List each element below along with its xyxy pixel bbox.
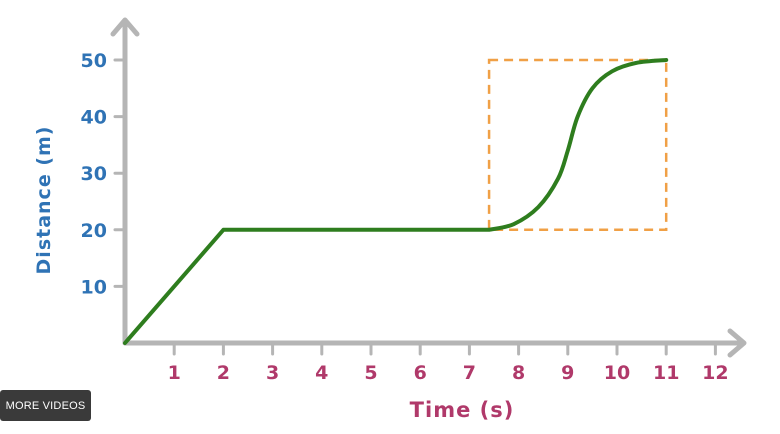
x-tick-label: 10	[604, 362, 630, 384]
x-tick-label: 7	[463, 362, 476, 384]
more-videos-button[interactable]: MORE VIDEOS	[0, 390, 91, 421]
y-tick-label: 20	[81, 220, 107, 242]
x-tick-label: 12	[702, 362, 728, 384]
y-tick-label: 40	[81, 107, 107, 129]
y-tick-label: 30	[81, 163, 107, 185]
y-axis-label: Distance (m)	[33, 126, 55, 275]
y-tick-label: 10	[81, 276, 107, 298]
x-tick-label: 1	[168, 362, 181, 384]
x-tick-label: 8	[512, 362, 525, 384]
x-tick-label: 2	[217, 362, 230, 384]
y-tick-label: 50	[81, 50, 107, 72]
distance-series-line	[123, 58, 669, 345]
x-tick-label: 4	[315, 362, 328, 384]
y-axis-arrow	[110, 17, 140, 37]
x-tick-label: 9	[561, 362, 574, 384]
x-tick-label: 3	[266, 362, 279, 384]
x-tick-label: 6	[414, 362, 427, 384]
highlight-dashed-box	[487, 58, 668, 232]
x-tick-label: 5	[364, 362, 377, 384]
x-tick-label: 11	[653, 362, 679, 384]
x-axis-label: Time (s)	[410, 398, 515, 422]
x-axis-arrow	[727, 328, 747, 358]
